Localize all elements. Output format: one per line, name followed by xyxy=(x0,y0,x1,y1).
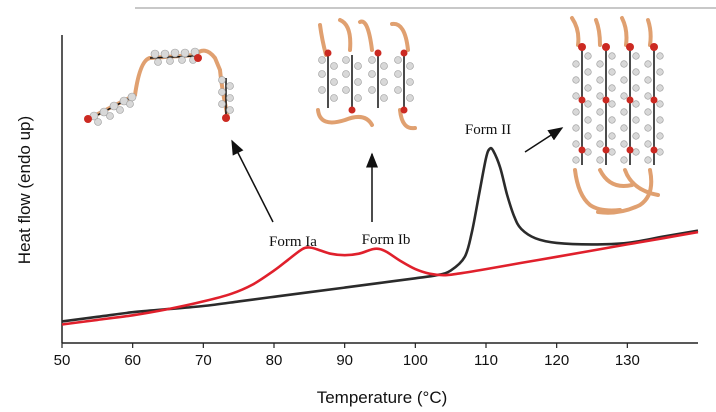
annotation-form-ia: Form Ia xyxy=(269,234,317,250)
x-tick-label: 110 xyxy=(474,352,498,369)
x-ticks: 50 60 70 80 90 100 110 120 130 xyxy=(54,343,640,369)
chain-bead xyxy=(584,84,592,92)
chain-bead xyxy=(584,148,592,156)
chain-bead xyxy=(656,52,664,60)
chain-bead xyxy=(632,84,640,92)
chain-bead xyxy=(584,132,592,140)
annotation-layer: Form Ia Form Ib Form II xyxy=(269,122,511,250)
x-tick-label: 70 xyxy=(195,352,212,369)
chain-bead xyxy=(572,60,580,68)
chain-bead xyxy=(644,108,652,116)
chain-bead xyxy=(572,124,580,132)
chain-bead xyxy=(584,68,592,76)
chain-bead xyxy=(632,116,640,124)
chain-bead xyxy=(620,60,628,68)
chain-bead xyxy=(656,100,664,108)
chain-bead xyxy=(632,132,640,140)
chain-bead xyxy=(632,100,640,108)
chain-bead xyxy=(608,100,616,108)
annotation-form-ii: Form II xyxy=(465,122,511,138)
chain-bead xyxy=(584,100,592,108)
chain-bead xyxy=(632,68,640,76)
arrow-form-ia xyxy=(231,139,274,223)
chain-bead xyxy=(620,108,628,116)
series-line-black xyxy=(61,146,699,323)
axes xyxy=(61,35,698,344)
chain-bead xyxy=(608,84,616,92)
chain-bead xyxy=(572,140,580,148)
x-tick-label: 50 xyxy=(54,352,71,369)
chain-bead xyxy=(656,116,664,124)
chain-bead xyxy=(644,92,652,100)
chain-bead xyxy=(644,124,652,132)
chain-bead xyxy=(608,68,616,76)
y-axis-label: Heat flow (endo up) xyxy=(15,116,34,264)
chain-bead xyxy=(596,156,604,164)
chain-bead xyxy=(596,108,604,116)
chain-bead xyxy=(632,148,640,156)
chain-bead xyxy=(644,60,652,68)
form-ib-molecule-illustration xyxy=(316,18,417,131)
chain-bead xyxy=(620,140,628,148)
chain-bead xyxy=(644,156,652,164)
chain-bead xyxy=(596,140,604,148)
x-tick-label: 80 xyxy=(266,352,283,369)
chain-bead xyxy=(608,132,616,140)
chain-bead xyxy=(596,76,604,84)
chain-bead xyxy=(608,148,616,156)
chain-bead xyxy=(620,92,628,100)
chain-bead xyxy=(656,132,664,140)
chain-bead xyxy=(596,60,604,68)
chain-bead xyxy=(572,108,580,116)
chain-bead xyxy=(572,156,580,164)
arrow-form-ii xyxy=(524,127,564,153)
chain-bead xyxy=(644,140,652,148)
chain-bead xyxy=(656,148,664,156)
callout-arrows xyxy=(231,127,564,223)
x-tick-label: 100 xyxy=(403,352,428,369)
chain-bead xyxy=(632,52,640,60)
x-tick-label: 60 xyxy=(124,352,141,369)
form-ii-molecule-illustration xyxy=(570,16,664,215)
chain-bead xyxy=(596,92,604,100)
chain-bead xyxy=(596,124,604,132)
x-axis-label: Temperature (°C) xyxy=(317,388,448,407)
chain-bead xyxy=(608,116,616,124)
chain-bead xyxy=(584,52,592,60)
chain-bead xyxy=(656,84,664,92)
series-line-red xyxy=(61,230,699,326)
x-tick-label: 130 xyxy=(615,352,640,369)
chain-bead xyxy=(584,116,592,124)
chain-bead xyxy=(656,68,664,76)
form-ia-molecule-illustration xyxy=(84,47,234,126)
chain-bead xyxy=(644,76,652,84)
chain-bead xyxy=(572,92,580,100)
x-tick-label: 120 xyxy=(544,352,569,369)
x-tick-label: 90 xyxy=(336,352,353,369)
annotation-form-ib: Form Ib xyxy=(362,232,411,248)
chain-bead xyxy=(608,52,616,60)
chain-bead xyxy=(572,76,580,84)
chain-bead xyxy=(620,156,628,164)
chain-bead xyxy=(620,76,628,84)
chain-bead xyxy=(620,124,628,132)
series-layer xyxy=(61,146,699,326)
